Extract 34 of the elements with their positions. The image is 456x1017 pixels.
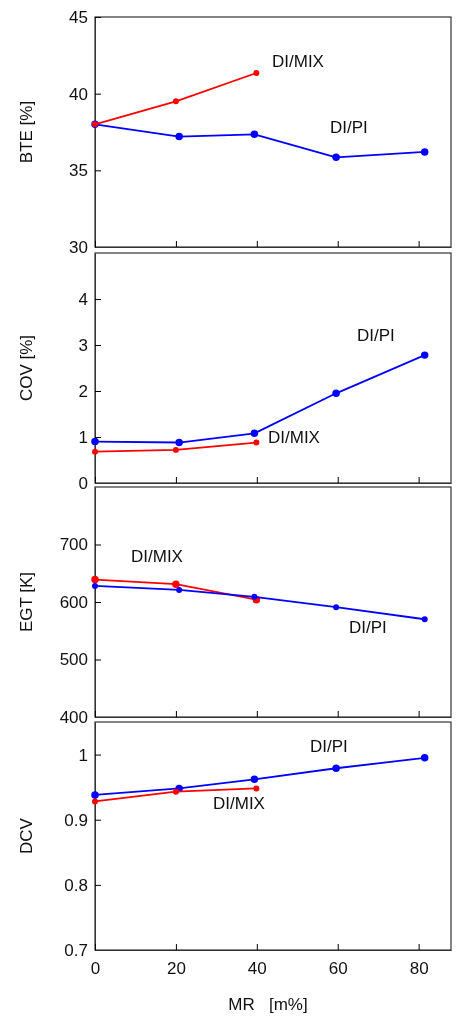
y-tick-label: 40 [69, 84, 88, 104]
series-label: DI/PI [330, 118, 368, 137]
y-tick-label: 3 [78, 335, 88, 355]
y-axis-title: BTE [%] [17, 100, 36, 164]
y-tick-label: 30 [69, 237, 88, 257]
series-label: DI/MIX [131, 547, 183, 566]
x-tick-label: 20 [166, 959, 186, 979]
y-tick-label: 0.8 [64, 875, 88, 895]
series-label: DI/MIX [213, 794, 265, 813]
x-tick-label: 80 [409, 959, 429, 979]
series-label: DI/MIX [272, 52, 324, 71]
y-tick-label: 400 [59, 707, 88, 727]
y-tick-label: 1 [78, 745, 88, 765]
x-tick-label: 40 [247, 959, 267, 979]
y-tick-label: 700 [59, 535, 88, 555]
y-tick-label: 45 [69, 7, 88, 27]
series-label: DI/MIX [268, 428, 320, 447]
series-label: DI/PI [310, 737, 348, 756]
y-axis-title: DCV [17, 817, 36, 854]
x-axis-title: MR [m%] [228, 995, 308, 1014]
series-label: DI/PI [357, 326, 395, 345]
y-tick-label: 4 [78, 289, 88, 309]
y-tick-label: 0.9 [64, 810, 88, 830]
y-tick-label: 35 [69, 161, 88, 181]
y-tick-label: 1 [78, 427, 88, 447]
series-label: DI/PI [349, 618, 387, 637]
y-tick-label: 600 [59, 592, 88, 612]
x-tick-label: 60 [328, 959, 348, 979]
y-tick-label: 2 [78, 381, 88, 401]
y-tick-label: 0.7 [64, 940, 88, 960]
y-tick-label: 0 [78, 473, 88, 493]
y-axis-title: EGT [K] [17, 571, 36, 633]
y-axis-title: COV [%] [17, 334, 36, 402]
y-tick-label: 500 [59, 650, 88, 670]
